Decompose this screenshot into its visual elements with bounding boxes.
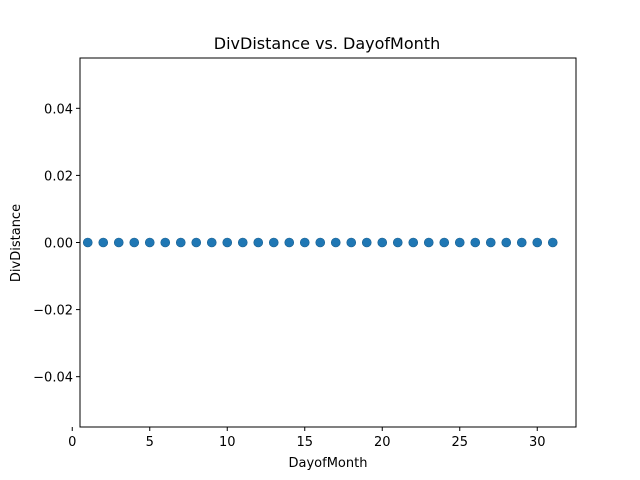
data-point xyxy=(485,237,496,248)
chart-title: DivDistance vs. DayofMonth xyxy=(214,34,440,53)
plot-frame xyxy=(79,57,577,428)
y-axis-ticks: −0.04 −0.02 0.00 0.02 0.04 xyxy=(33,102,80,386)
y-axis-title: DivDistance xyxy=(9,204,24,282)
x-tick-label: 30 xyxy=(529,435,546,450)
x-tick-label: 15 xyxy=(296,435,313,450)
data-point xyxy=(175,237,186,248)
data-point xyxy=(191,237,202,248)
y-tick-label: 0.02 xyxy=(44,169,73,184)
data-point xyxy=(361,237,372,248)
data-point xyxy=(299,237,310,248)
data-point xyxy=(547,237,558,248)
data-point xyxy=(144,237,155,248)
data-point xyxy=(98,237,109,248)
data-point xyxy=(284,237,295,248)
data-point xyxy=(253,237,264,248)
data-point xyxy=(454,237,465,248)
data-point xyxy=(206,237,217,248)
data-point xyxy=(315,237,326,248)
data-point xyxy=(470,237,481,248)
data-point xyxy=(392,237,403,248)
x-tick-label: 25 xyxy=(451,435,468,450)
y-tick-label: 0.00 xyxy=(44,237,73,252)
x-tick-label: 20 xyxy=(374,435,391,450)
data-point xyxy=(129,237,140,248)
data-point xyxy=(160,237,171,248)
data-point xyxy=(439,237,450,248)
data-point xyxy=(501,237,512,248)
y-tick-label: −0.02 xyxy=(33,304,73,319)
x-axis-title: DayofMonth xyxy=(289,456,368,471)
data-point xyxy=(82,237,93,248)
x-axis-ticks: 0 5 10 15 20 25 30 xyxy=(68,427,546,450)
y-tick-label: 0.04 xyxy=(44,102,73,117)
data-point xyxy=(330,237,341,248)
data-point xyxy=(408,237,419,248)
y-tick-label: −0.04 xyxy=(33,371,73,386)
data-point xyxy=(532,237,543,248)
data-points xyxy=(82,237,558,248)
data-point xyxy=(237,237,248,248)
data-point xyxy=(516,237,527,248)
data-point xyxy=(423,237,434,248)
x-tick-label: 0 xyxy=(68,435,76,450)
data-point xyxy=(268,237,279,248)
x-tick-label: 5 xyxy=(146,435,154,450)
data-point xyxy=(377,237,388,248)
data-point xyxy=(346,237,357,248)
x-tick-label: 10 xyxy=(219,435,236,450)
data-point xyxy=(113,237,124,248)
data-point xyxy=(222,237,233,248)
